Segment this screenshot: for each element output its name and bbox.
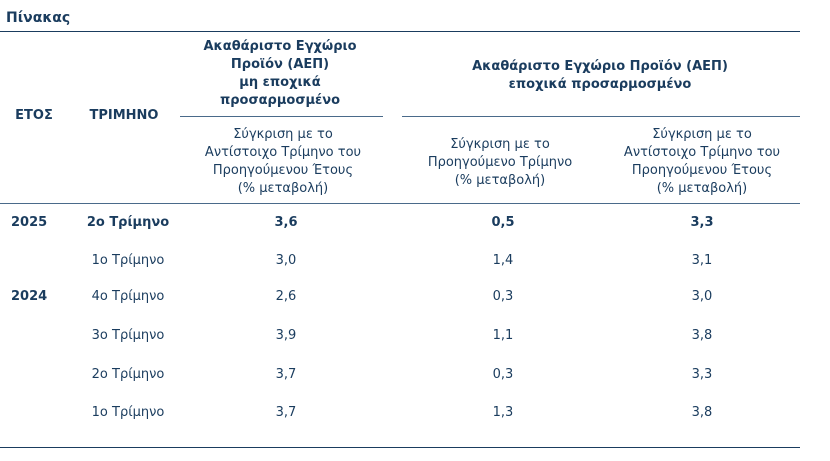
group2-line2: εποχικά προσαρμοσμένο	[508, 77, 692, 92]
group1-line3: μη εποχικά	[239, 75, 321, 90]
row-quarter: 2ο Τρίμηνο	[86, 215, 170, 230]
top-rule	[0, 31, 800, 32]
row-quarter: 4ο Τρίμηνο	[91, 289, 165, 304]
col1-line3: Προηγούμενου Έτους	[212, 163, 354, 178]
row-value-sa-qoq: 0,5	[491, 215, 515, 230]
row-value-nsa-yoy: 3,9	[275, 328, 297, 343]
row-value-sa-yoy: 3,8	[691, 328, 713, 343]
row-quarter: 3ο Τρίμηνο	[91, 328, 165, 343]
group1-line2: Προϊόν (ΑΕΠ)	[230, 57, 330, 72]
row-value-nsa-yoy: 3,6	[274, 215, 298, 230]
col3-line1: Σύγκριση με το	[652, 127, 752, 142]
col1-subheader: Σύγκριση με το Αντίστοιχο Τρίμηνο του Πρ…	[180, 126, 386, 198]
group2-line1: Ακαθάριστο Εγχώριο Προϊόν (ΑΕΠ)	[472, 59, 728, 74]
header-bottom-rule	[0, 203, 800, 204]
row-value-sa-qoq: 0,3	[492, 289, 514, 304]
col2-line2: Προηγούμενο Τρίμηνο	[427, 155, 573, 170]
row-value-sa-qoq: 1,1	[492, 328, 514, 343]
row-year: 2024	[11, 289, 48, 304]
group1-title: Ακαθάριστο Εγχώριο Προϊόν (ΑΕΠ) μη εποχι…	[180, 38, 380, 110]
group1-line1: Ακαθάριστο Εγχώριο	[203, 39, 357, 54]
col2-subheader: Σύγκριση με το Προηγούμενο Τρίμηνο (% με…	[400, 136, 600, 190]
row-value-nsa-yoy: 3,0	[275, 253, 297, 268]
row-quarter: 1ο Τρίμηνο	[91, 405, 165, 420]
quarter-header: ΤΡΙΜΗΝΟ	[89, 108, 159, 123]
col1-line2: Αντίστοιχο Τρίμηνο του	[204, 145, 362, 160]
bottom-rule	[0, 447, 800, 448]
row-quarter: 1ο Τρίμηνο	[91, 253, 165, 268]
col2-line1: Σύγκριση με το	[450, 137, 550, 152]
col3-line4: (% μεταβολή)	[656, 181, 748, 196]
year-header: ΕΤΟΣ	[15, 108, 53, 123]
col2-line3: (% μεταβολή)	[454, 173, 546, 188]
row-quarter: 2ο Τρίμηνο	[91, 367, 165, 382]
row-value-sa-qoq: 0,3	[492, 367, 514, 382]
group2-title: Ακαθάριστο Εγχώριο Προϊόν (ΑΕΠ) εποχικά …	[400, 58, 800, 94]
row-value-sa-yoy: 3,8	[691, 405, 713, 420]
row-value-sa-yoy: 3,3	[691, 367, 713, 382]
group2-underline	[402, 116, 800, 117]
col1-line4: (% μεταβολή)	[237, 181, 329, 196]
row-year: 2025	[11, 215, 48, 230]
row-value-sa-yoy: 3,3	[690, 215, 714, 230]
row-value-sa-qoq: 1,4	[492, 253, 514, 268]
group1-line4: προσαρμοσμένο	[219, 93, 341, 108]
col3-subheader: Σύγκριση με το Αντίστοιχο Τρίμηνο του Πρ…	[597, 126, 807, 198]
row-value-nsa-yoy: 3,7	[275, 367, 297, 382]
table-caption: Πίνακας	[6, 10, 71, 26]
row-value-nsa-yoy: 3,7	[275, 405, 297, 420]
row-value-sa-yoy: 3,0	[691, 289, 713, 304]
row-value-sa-qoq: 1,3	[492, 405, 514, 420]
col1-line1: Σύγκριση με το	[233, 127, 333, 142]
col3-line2: Αντίστοιχο Τρίμηνο του	[623, 145, 781, 160]
row-value-sa-yoy: 3,1	[691, 253, 713, 268]
row-value-nsa-yoy: 2,6	[275, 289, 297, 304]
col3-line3: Προηγούμενου Έτους	[631, 163, 773, 178]
group1-underline	[180, 116, 383, 117]
